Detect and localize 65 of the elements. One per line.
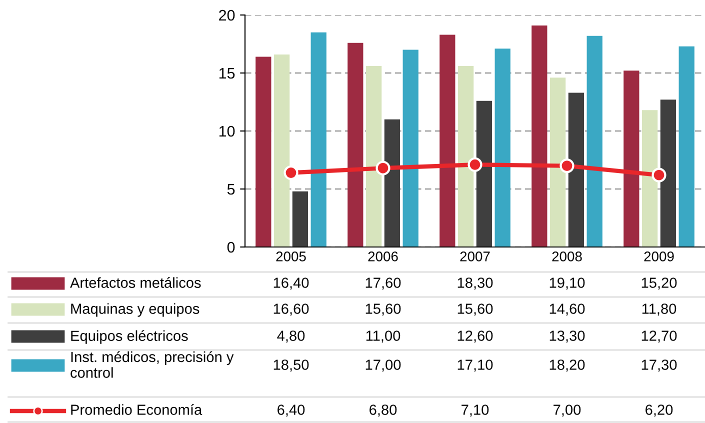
data-label: 17,10 (458, 360, 493, 372)
y-tick-label: 5 (227, 184, 235, 195)
y-tick-label: 10 (219, 126, 235, 137)
data-label: 15,20 (642, 278, 677, 290)
data-label: 18,50 (274, 360, 309, 372)
bar (550, 78, 566, 247)
data-label: 6,80 (370, 404, 397, 417)
bar (384, 119, 400, 247)
data-label: 19,10 (550, 278, 585, 290)
legend-label: Equipos eléctricos (71, 330, 188, 344)
data-label: 6,40 (278, 404, 305, 417)
data-label: 11,80 (642, 304, 676, 316)
legend-label: Maquinas y equipos (71, 303, 200, 317)
x-tick-label: 2009 (644, 252, 674, 262)
point (468, 157, 482, 172)
bar (476, 100, 492, 247)
data-label: 17,60 (366, 278, 401, 290)
x-tick-label: 2006 (368, 252, 398, 262)
data-label: 6,20 (646, 404, 673, 417)
data-label: 11,00 (366, 330, 400, 343)
bar (256, 56, 272, 247)
bar (440, 34, 456, 247)
data-label: 16,40 (274, 278, 309, 290)
data-label: 18,30 (458, 278, 493, 290)
data-label: 16,60 (274, 304, 309, 316)
data-label: 18,20 (550, 360, 585, 372)
data-label: 7,00 (554, 404, 581, 417)
point (284, 165, 298, 180)
bar (274, 54, 290, 247)
x-tick-label: 2008 (552, 252, 582, 262)
bar (310, 32, 326, 247)
bar (568, 92, 584, 247)
data-label: 15,60 (458, 304, 493, 316)
y-tick-label: 20 (219, 10, 235, 21)
bar (624, 70, 640, 247)
legend-label: Artefactos metálicos (70, 277, 201, 288)
bar (292, 191, 308, 247)
bar (660, 100, 676, 247)
bar (586, 36, 602, 247)
y-tick-label: 0 (227, 242, 235, 253)
data-label: 17,30 (642, 360, 677, 372)
data-label: 15,60 (366, 304, 401, 316)
point (560, 158, 574, 174)
data-label: 12,60 (458, 330, 493, 343)
legend-label: Inst. médicos, precisión y control (70, 351, 234, 378)
legend-label: Promedio Economía (71, 404, 202, 415)
bar (642, 110, 658, 247)
bar (348, 42, 364, 247)
data-label: 13,30 (550, 330, 585, 343)
data-label: 7,10 (462, 404, 489, 417)
bar (532, 25, 548, 247)
y-tick-label: 15 (219, 68, 235, 79)
data-label: 14,60 (550, 304, 585, 316)
data-label: 4,80 (277, 330, 305, 343)
bar (366, 66, 382, 247)
x-tick-label: 2007 (460, 252, 490, 262)
point (376, 160, 390, 176)
bar (458, 66, 474, 247)
data-label: 17,00 (366, 360, 401, 372)
point (652, 168, 666, 182)
bar (494, 48, 510, 247)
x-tick-label: 2005 (276, 252, 306, 262)
bar (678, 46, 694, 247)
data-label: 12,70 (642, 330, 677, 343)
bar (402, 50, 418, 247)
